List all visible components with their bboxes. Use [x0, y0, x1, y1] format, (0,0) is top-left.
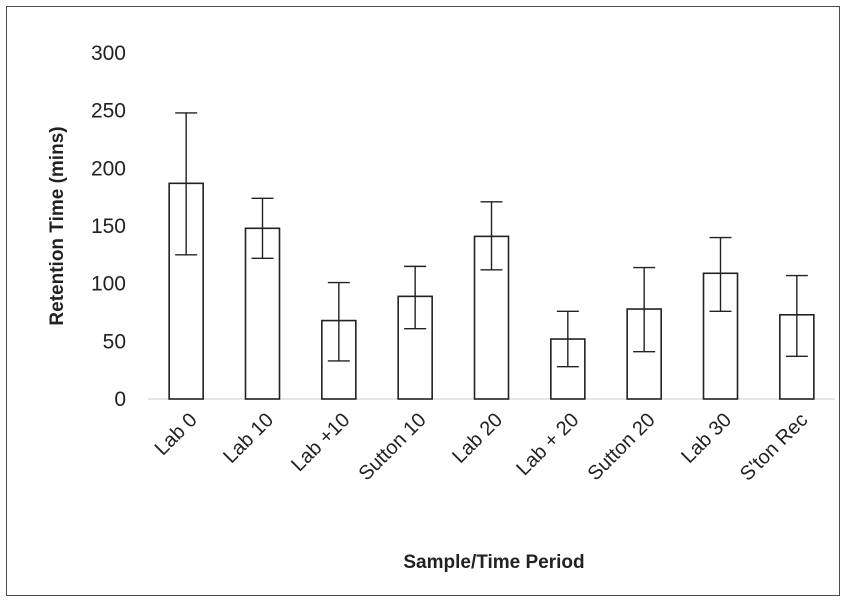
bar	[473, 235, 510, 400]
error-bar	[404, 265, 427, 330]
x-tick-labels: Lab 0 Lab 10 Lab +10 Sutton 10 Lab 20 Lab + 2…	[151, 409, 813, 485]
error-bar	[556, 310, 579, 368]
error-bars	[175, 112, 808, 368]
y-tick-label: 150	[91, 215, 126, 238]
x-tick-label: Lab 10	[219, 409, 278, 468]
error-bar	[709, 236, 732, 313]
error-bar	[327, 281, 350, 362]
x-axis-title: Sample/Time Period	[403, 552, 584, 573]
y-tick-label: 250	[91, 100, 126, 123]
y-tick-label: 100	[91, 273, 126, 296]
y-tick-label: 300	[91, 42, 126, 65]
x-tick-label: Sutton 20	[584, 409, 660, 485]
x-tick-label: Sutton 10	[355, 409, 431, 485]
error-bar	[251, 197, 274, 259]
error-bar	[175, 112, 198, 256]
y-tick-label: 50	[103, 330, 126, 353]
x-tick-label: Lab 20	[448, 409, 507, 468]
x-tick-label: Lab 30	[677, 409, 736, 468]
bars	[168, 182, 815, 400]
y-tick-label: 200	[91, 157, 126, 180]
x-tick-label: Lab + 20	[512, 409, 583, 480]
error-bar	[480, 201, 503, 271]
x-tick-label: S'ton Rec	[736, 409, 812, 485]
y-tick-labels: 0 50 100 150 200 250 300	[91, 42, 126, 411]
x-tick-label: Lab 0	[151, 409, 202, 460]
error-bar	[785, 274, 808, 358]
x-tick-label: Lab +10	[287, 409, 354, 476]
error-bar	[633, 266, 656, 353]
y-axis-title: Retention Time (mins)	[47, 126, 68, 325]
y-tick-label: 0	[114, 388, 126, 411]
